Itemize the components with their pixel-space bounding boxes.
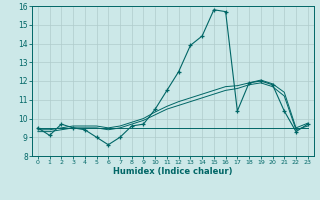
X-axis label: Humidex (Indice chaleur): Humidex (Indice chaleur) <box>113 167 233 176</box>
